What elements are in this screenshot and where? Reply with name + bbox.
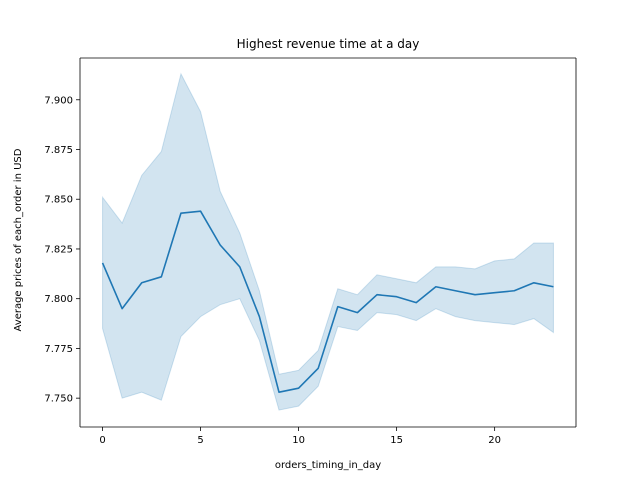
x-tick-label: 5 xyxy=(197,435,203,446)
y-tick-label: 7.850 xyxy=(44,195,73,206)
x-tick-label: 15 xyxy=(390,435,403,446)
y-tick-label: 7.875 xyxy=(44,145,73,156)
y-tick-label: 7.775 xyxy=(44,344,73,355)
y-tick-label: 7.900 xyxy=(44,95,73,106)
x-axis-label: orders_timing_in_day xyxy=(275,460,381,471)
chart-title: Highest revenue time at a day xyxy=(237,37,420,51)
x-tick-label: 10 xyxy=(292,435,305,446)
y-tick-label: 7.750 xyxy=(44,394,73,405)
y-axis-label: Average prices of each_order in USD xyxy=(13,148,24,331)
x-tick-label: 20 xyxy=(488,435,501,446)
confidence-band xyxy=(102,72,554,411)
x-tick-label: 0 xyxy=(99,435,105,446)
y-tick-label: 7.825 xyxy=(44,244,73,255)
y-tick-label: 7.800 xyxy=(44,294,73,305)
series-line xyxy=(101,210,554,393)
